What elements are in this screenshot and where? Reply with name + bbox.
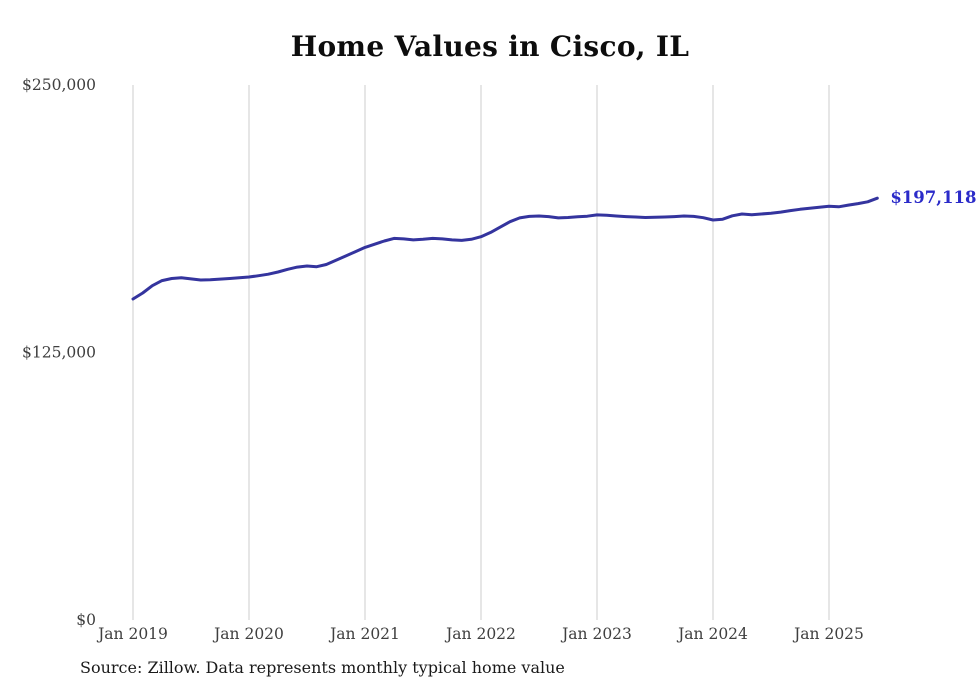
y-tick-label: $0 (76, 611, 96, 629)
home-value-line (131, 196, 879, 301)
x-tick-label: Jan 2022 (444, 625, 516, 643)
x-tick-label: Jan 2020 (212, 625, 284, 643)
source-note: Source: Zillow. Data represents monthly … (80, 658, 565, 677)
y-tick-label: $125,000 (22, 344, 96, 362)
x-tick-label: Jan 2019 (96, 625, 168, 643)
y-tick-label: $250,000 (22, 76, 96, 94)
x-tick-label: Jan 2024 (676, 625, 748, 643)
end-value-label: $197,118 (890, 188, 976, 207)
x-tick-label: Jan 2025 (792, 625, 864, 643)
x-tick-label: Jan 2023 (560, 625, 632, 643)
chart-title: Home Values in Cisco, IL (290, 30, 690, 63)
x-tick-label: Jan 2021 (328, 625, 400, 643)
